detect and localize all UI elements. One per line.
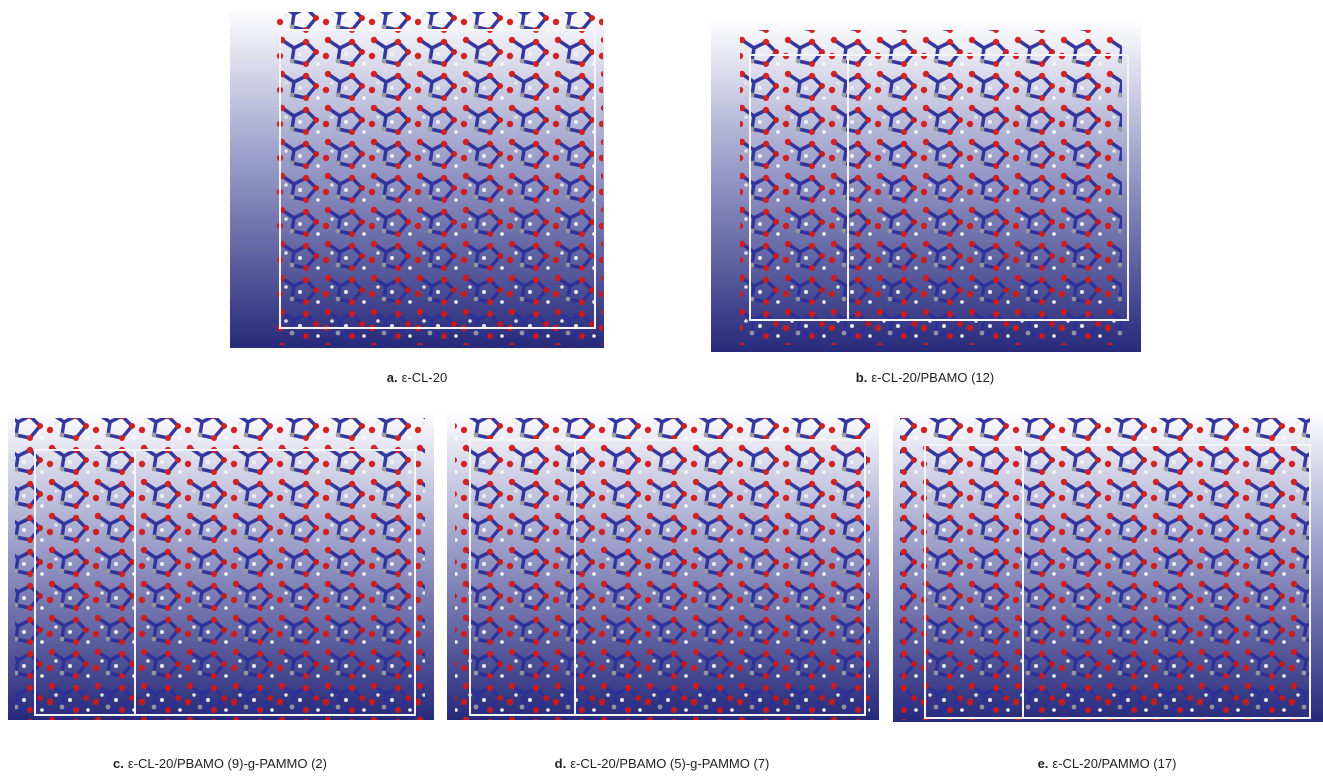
panel: b.ε-CL-20/PBAMO (12)	[711, 18, 1141, 385]
panel: d.ε-CL-20/PBAMO (5)-g-PAMMO (7)	[447, 410, 879, 771]
caption-label: b.	[856, 370, 868, 385]
caption-text: ε-CL-20/PBAMO (5)-g-PAMMO (7)	[570, 756, 769, 771]
panel: e.ε-CL-20/PAMMO (17)	[893, 410, 1323, 771]
caption-text: ε-CL-20/PBAMO (9)-g-PAMMO (2)	[128, 756, 327, 771]
caption: b.ε-CL-20/PBAMO (12)	[856, 370, 994, 385]
caption: e.ε-CL-20/PAMMO (17)	[1038, 756, 1177, 771]
panel: c. ε-CL-20/PBAMO (9)-g-PAMMO (2)	[8, 410, 434, 771]
caption-text: ε-CL-20/PBAMO (12)	[871, 370, 994, 385]
caption: a. ε-CL-20	[387, 370, 447, 385]
panel: a. ε-CL-20	[230, 8, 604, 385]
figure: a. ε-CL-20 b.ε-CL-20/PBAMO (12) c. ε-CL-20/P…	[0, 0, 1323, 779]
molecules	[275, 12, 603, 345]
molecules	[740, 30, 1122, 345]
caption: d.ε-CL-20/PBAMO (5)-g-PAMMO (7)	[555, 756, 770, 771]
caption-label: e.	[1038, 756, 1049, 771]
caption-label: c.	[113, 756, 124, 771]
molecules	[900, 418, 1310, 720]
molecules	[15, 418, 425, 720]
molecules	[455, 418, 870, 720]
caption-text: ε-CL-20/PAMMO (17)	[1052, 756, 1176, 771]
caption-label: d.	[555, 756, 567, 771]
caption-text: ε-CL-20	[402, 370, 448, 385]
caption-label: a.	[387, 370, 398, 385]
caption: c. ε-CL-20/PBAMO (9)-g-PAMMO (2)	[113, 756, 327, 771]
